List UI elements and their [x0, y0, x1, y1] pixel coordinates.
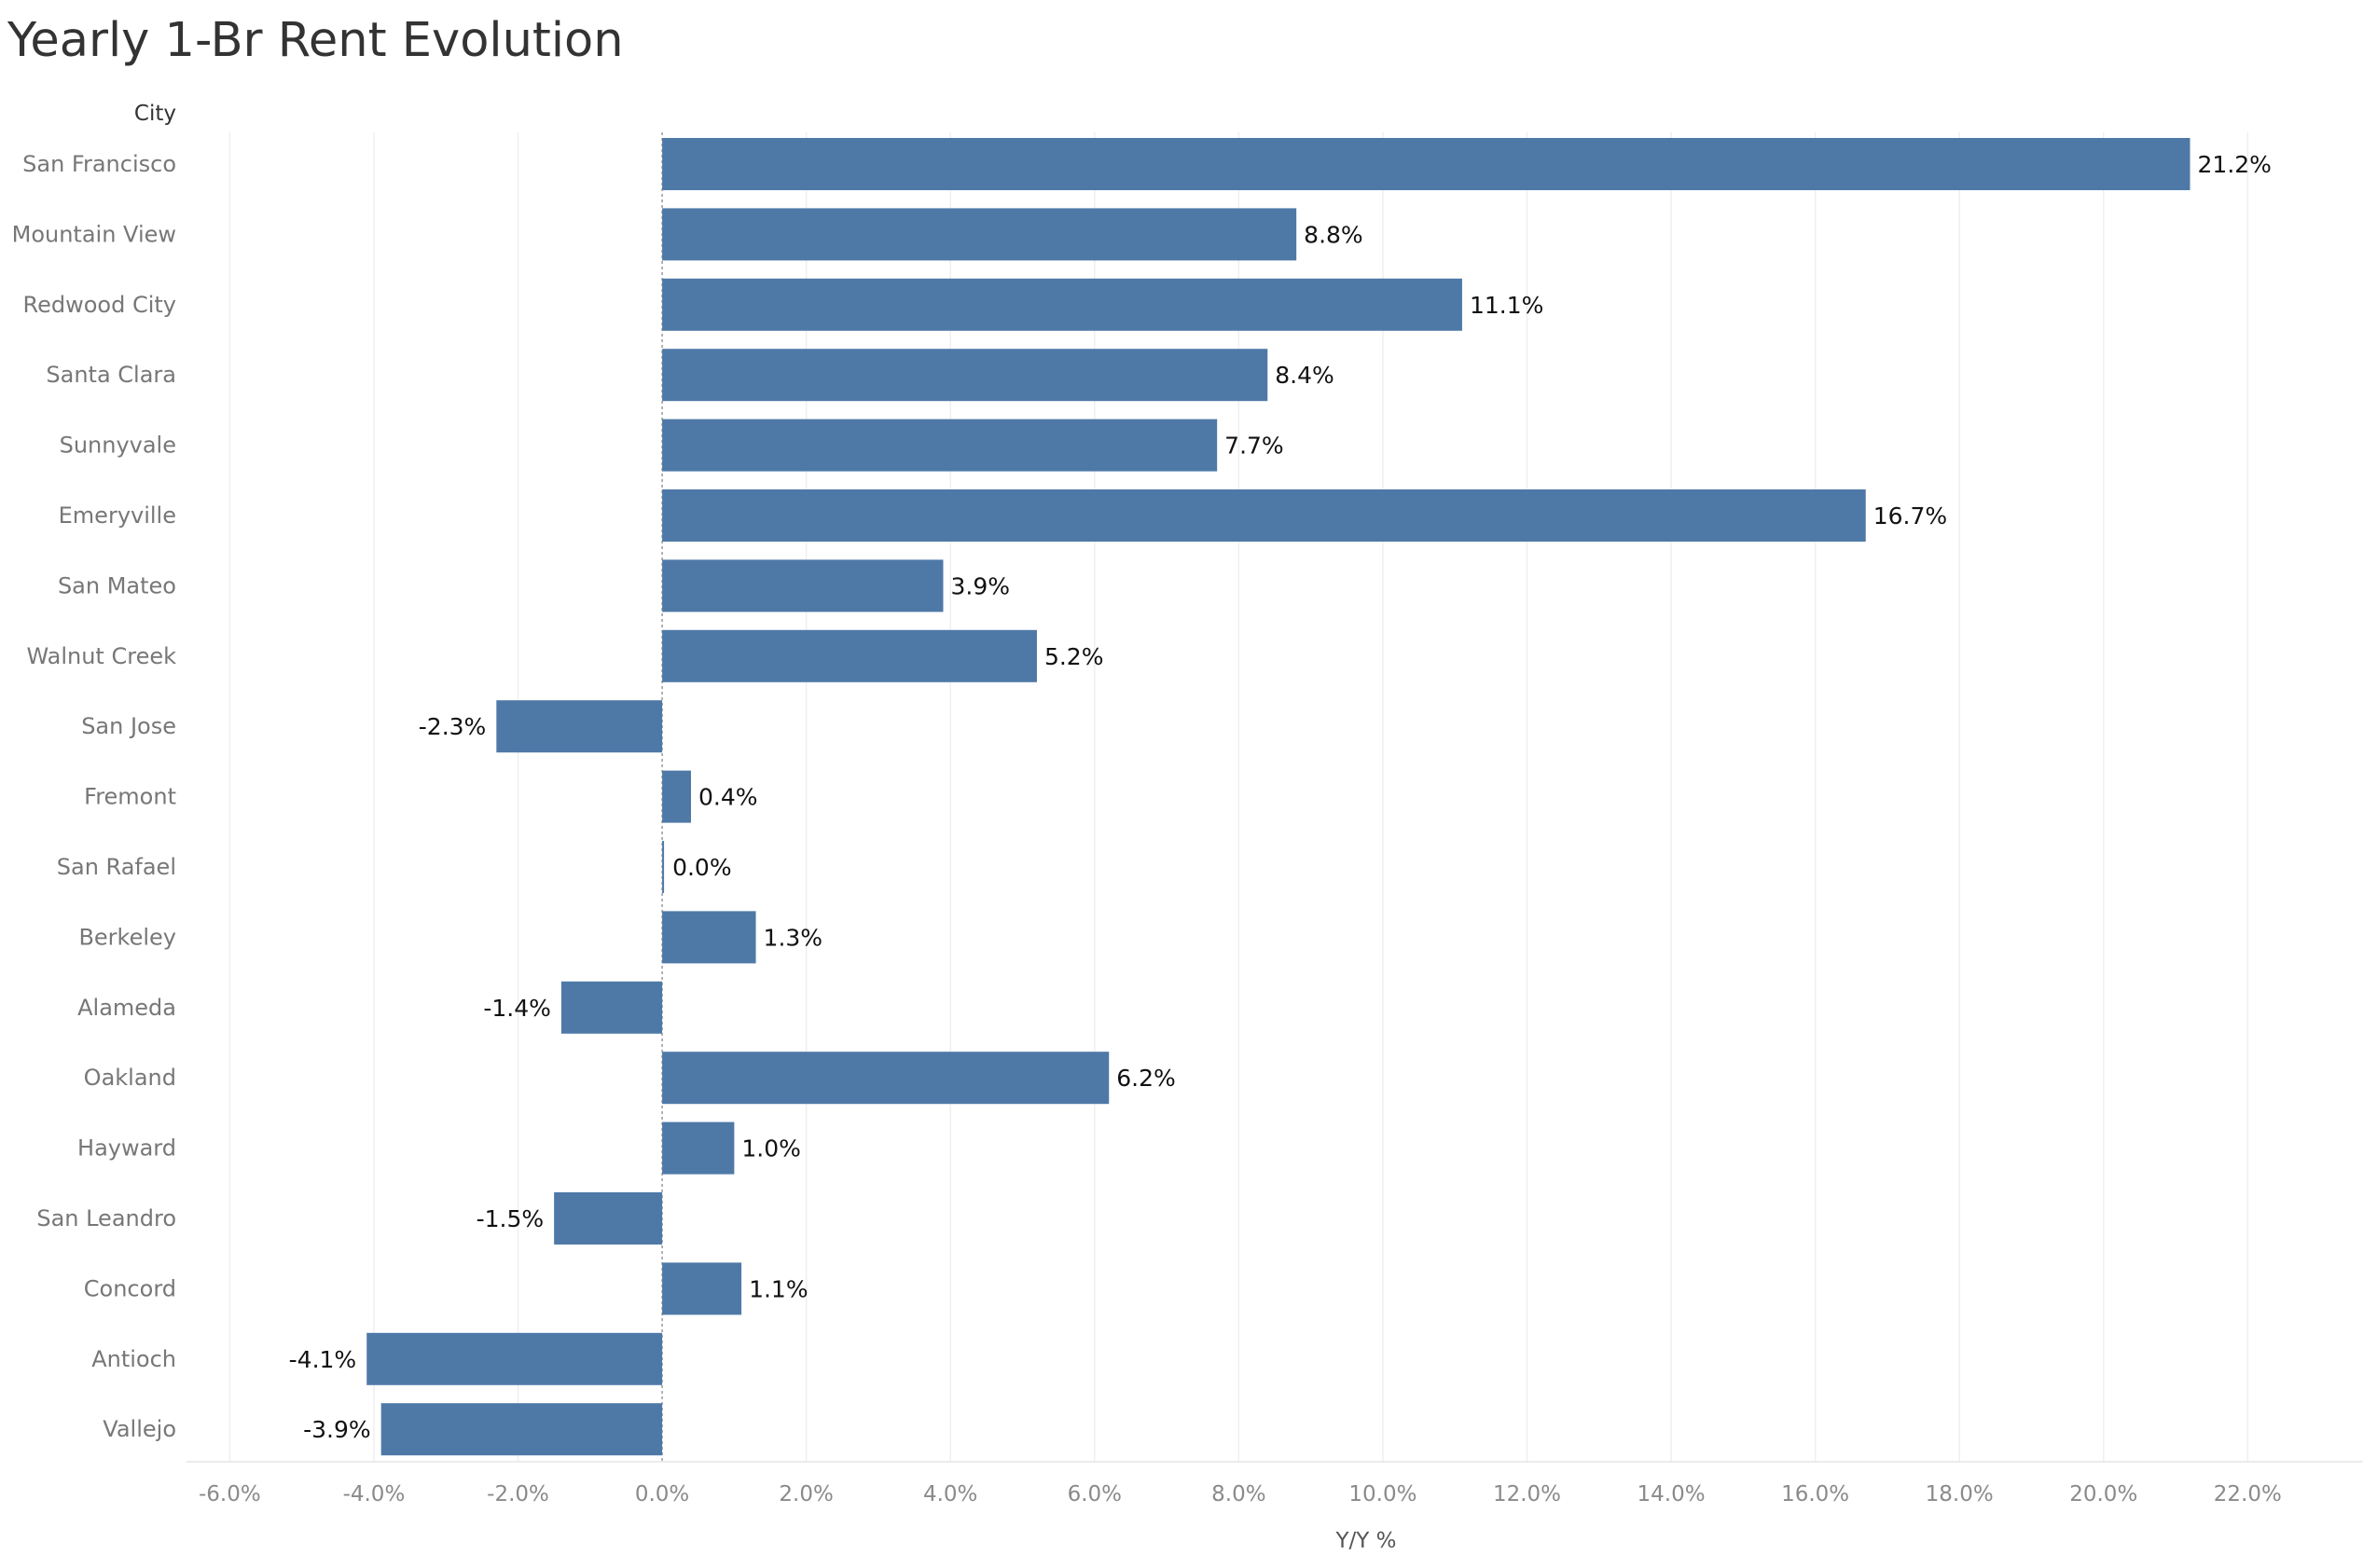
bar: [662, 1262, 742, 1315]
category-label: San Mateo: [58, 572, 176, 598]
category-label: Walnut Creek: [26, 643, 176, 669]
chart-title: Yearly 1-Br Rent Evolution: [7, 13, 624, 68]
bar: [662, 138, 2190, 190]
x-tick-label: -4.0%: [343, 1482, 406, 1506]
category-label: Oakland: [84, 1065, 176, 1091]
category-label: Redwood City: [23, 292, 177, 318]
value-label: 1.0%: [741, 1135, 801, 1162]
bar: [662, 911, 756, 964]
x-tick-label: 2.0%: [779, 1482, 833, 1506]
value-label: 7.7%: [1224, 433, 1284, 460]
value-label: 11.1%: [1470, 292, 1543, 319]
category-label: Concord: [84, 1275, 176, 1301]
category-label: San Jose: [81, 713, 176, 739]
value-label: 6.2%: [1116, 1065, 1176, 1092]
category-label: Sunnyvale: [60, 433, 176, 459]
value-label: -1.5%: [477, 1205, 545, 1232]
category-label: Hayward: [77, 1135, 176, 1162]
category-label: Fremont: [84, 784, 176, 810]
bar: [662, 489, 1866, 542]
value-label: 0.0%: [672, 854, 732, 881]
value-label: 16.7%: [1873, 502, 1947, 530]
category-label: Alameda: [77, 995, 176, 1021]
value-label: 0.4%: [698, 784, 758, 811]
value-label: -4.1%: [289, 1346, 357, 1373]
bars: [366, 138, 2190, 1456]
x-tick-label: 0.0%: [635, 1482, 689, 1506]
category-labels: San Francisco Mountain View Redwood City Sa…: [12, 151, 176, 1442]
x-tick-label: -6.0%: [199, 1482, 261, 1506]
bar: [662, 841, 665, 893]
x-tick-label: 22.0%: [2214, 1482, 2282, 1506]
x-tick-labels: -6.0% -4.0% -2.0% 0.0% 2.0% 4.0% 6.0% 8.0% 10.0%…: [199, 1482, 2282, 1506]
x-tick-label: 10.0%: [1348, 1482, 1416, 1506]
bar: [496, 700, 663, 753]
x-tick-label: 12.0%: [1493, 1482, 1561, 1506]
category-label: Mountain View: [12, 221, 176, 247]
bar: [662, 208, 1297, 261]
x-tick-label: 20.0%: [2069, 1482, 2137, 1506]
gridlines: [228, 132, 2249, 1462]
bar: [662, 629, 1037, 682]
value-label: 1.3%: [764, 924, 823, 951]
category-label: Antioch: [91, 1346, 176, 1372]
x-axis-title: Y/Y %: [1334, 1529, 1396, 1553]
bar: [380, 1403, 663, 1456]
bar: [662, 559, 944, 612]
category-label: Emeryville: [59, 502, 176, 529]
x-tick-label: 8.0%: [1211, 1482, 1265, 1506]
bar: [662, 278, 1462, 331]
value-label: 8.4%: [1275, 362, 1334, 389]
category-label: San Rafael: [57, 854, 176, 880]
bar: [662, 1121, 735, 1175]
bar: [662, 349, 1268, 402]
x-tick-label: 14.0%: [1638, 1482, 1706, 1506]
value-label: 3.9%: [950, 572, 1010, 599]
bar: [554, 1192, 663, 1245]
value-label: -2.3%: [419, 713, 487, 740]
value-label: 1.1%: [749, 1275, 808, 1302]
value-label: 8.8%: [1304, 221, 1363, 248]
value-label: -1.4%: [483, 995, 551, 1022]
bar: [560, 981, 663, 1034]
value-label: 21.2%: [2198, 151, 2272, 178]
bar: [366, 1332, 663, 1385]
x-tick-label: 18.0%: [1926, 1482, 1994, 1506]
row-header-label: City: [134, 102, 176, 126]
category-label: Berkeley: [78, 924, 176, 950]
value-labels: 21.2% 8.8% 11.1% 8.4% 7.7% 16.7% 3.9% 5.2% -2.3%…: [289, 151, 2272, 1443]
bar: [662, 419, 1218, 472]
value-label: -3.9%: [303, 1416, 371, 1443]
x-tick-label: 4.0%: [923, 1482, 977, 1506]
category-label: San Leandro: [36, 1205, 176, 1231]
x-tick-label: 6.0%: [1068, 1482, 1122, 1506]
x-tick-label: 16.0%: [1781, 1482, 1849, 1506]
bar: [662, 1052, 1110, 1105]
category-label: Santa Clara: [46, 362, 176, 388]
value-label: 5.2%: [1044, 643, 1104, 670]
category-label: Vallejo: [103, 1416, 176, 1442]
category-label: San Francisco: [22, 151, 176, 177]
x-tick-label: -2.0%: [487, 1482, 549, 1506]
bar: [662, 770, 691, 823]
